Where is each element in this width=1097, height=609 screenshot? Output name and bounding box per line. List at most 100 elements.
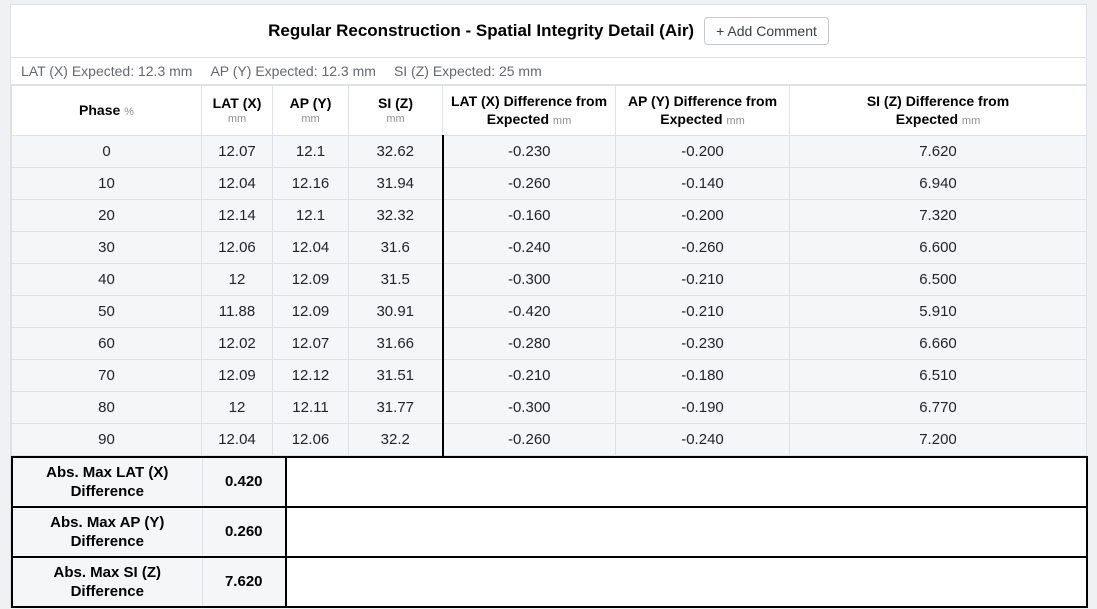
cell-ap-diff: -0.200: [615, 199, 790, 232]
col-unit: mm: [301, 113, 320, 126]
table-row: 60 12.02 12.07 31.66 -0.280 -0.230 6.660: [11, 327, 1087, 360]
cell-lat: 12: [201, 263, 273, 296]
cell-lat-diff: -0.240: [441, 231, 616, 264]
cell-ap-diff: -0.210: [615, 295, 790, 328]
cell-phase: 80: [11, 391, 202, 424]
cell-si-diff: 6.600: [789, 231, 1087, 264]
cell-si: 31.66: [348, 327, 443, 360]
cell-si: 32.2: [348, 423, 443, 456]
cell-lat-diff: -0.300: [441, 263, 616, 296]
col-label-line2: Expected mm: [446, 110, 612, 128]
summary-label-line2: Difference: [70, 483, 144, 500]
cell-lat: 12.09: [201, 359, 273, 392]
cell-si-diff: 6.660: [789, 327, 1087, 360]
cell-lat-diff: -0.260: [441, 423, 616, 456]
cell-lat: 12: [201, 391, 273, 424]
cell-si: 31.77: [348, 391, 443, 424]
cell-si-diff: 7.320: [789, 199, 1087, 232]
cell-ap: 12.04: [272, 231, 349, 264]
summary-table: Abs. Max LAT (X) Difference 0.420 Abs. Max …: [11, 456, 1088, 608]
summary-label: Abs. Max AP (Y) Difference: [11, 506, 203, 558]
col-label-line1: AP (Y) Difference from: [627, 93, 778, 110]
summary-label-line2: Difference: [70, 533, 144, 550]
col-label: Expected: [486, 111, 550, 128]
cell-si: 32.32: [348, 199, 443, 232]
col-label: AP (Y): [289, 95, 332, 112]
cell-phase: 40: [11, 263, 202, 296]
summary-label: Abs. Max SI (Z) Difference: [11, 556, 203, 608]
cell-ap-diff: -0.190: [615, 391, 790, 424]
col-header-phase: Phase %: [11, 85, 202, 136]
col-unit: mm: [227, 113, 247, 126]
header-row: Phase % LAT (X) mm AP (Y) mm SI (Z) mm LAT (X) …: [11, 85, 1087, 136]
cell-ap-diff: -0.240: [615, 423, 790, 456]
cell-si-diff: 6.510: [789, 359, 1087, 392]
col-header-ap-diff: AP (Y) Difference from Expected mm: [615, 85, 790, 136]
col-label: Phase: [79, 102, 121, 119]
cell-si-diff: 6.500: [789, 263, 1087, 296]
cell-si: 32.62: [348, 135, 443, 168]
cell-phase: 90: [11, 423, 202, 456]
summary-label-line1: Abs. Max LAT (X): [46, 463, 169, 481]
cell-lat: 12.04: [201, 167, 273, 200]
table-row: 0 12.07 12.1 32.62 -0.230 -0.200 7.620: [11, 135, 1087, 168]
cell-lat: 12.07: [201, 135, 273, 168]
cell-ap: 12.12: [272, 359, 349, 392]
report-card: Regular Reconstruction - Spatial Integri…: [10, 4, 1088, 608]
col-label: LAT (X): [212, 95, 262, 112]
cell-ap: 12.1: [272, 199, 349, 232]
col-unit: mm: [552, 115, 572, 128]
col-header-ap: AP (Y) mm: [272, 85, 349, 136]
cell-si: 31.94: [348, 167, 443, 200]
spatial-integrity-table: Phase % LAT (X) mm AP (Y) mm SI (Z) mm LAT (X) …: [11, 85, 1087, 456]
cell-si: 31.51: [348, 359, 443, 392]
table-row: 30 12.06 12.04 31.6 -0.240 -0.260 6.600: [11, 231, 1087, 264]
cell-lat: 12.06: [201, 231, 273, 264]
title-bar: Regular Reconstruction - Spatial Integri…: [11, 5, 1086, 58]
table-row: 90 12.04 12.06 32.2 -0.260 -0.240 7.200: [11, 423, 1087, 456]
col-label-line2: Expected mm: [793, 110, 1083, 128]
cell-ap: 12.11: [272, 391, 349, 424]
col-unit: mm: [961, 115, 981, 128]
summary-label-line1: Abs. Max AP (Y): [50, 513, 165, 531]
summary-value: 0.260: [201, 506, 287, 558]
col-unit: mm: [386, 113, 405, 126]
cell-lat-diff: -0.260: [441, 167, 616, 200]
cell-si-diff: 6.940: [789, 167, 1087, 200]
col-header-si-diff: SI (Z) Difference from Expected mm: [789, 85, 1087, 136]
cell-lat-diff: -0.160: [441, 199, 616, 232]
summary-label-line1: Abs. Max SI (Z): [53, 563, 161, 581]
cell-lat: 12.04: [201, 423, 273, 456]
cell-lat-diff: -0.210: [441, 359, 616, 392]
add-comment-button[interactable]: + Add Comment: [704, 16, 829, 46]
summary-empty-cell: [285, 506, 1088, 558]
summary-value: 0.420: [201, 456, 287, 508]
summary-value: 7.620: [201, 556, 287, 608]
cell-phase: 50: [11, 295, 202, 328]
cell-ap: 12.1: [272, 135, 349, 168]
col-unit: %: [124, 106, 134, 119]
cell-lat: 11.88: [201, 295, 273, 328]
summary-label: Abs. Max LAT (X) Difference: [11, 456, 203, 508]
cell-ap: 12.16: [272, 167, 349, 200]
cell-ap: 12.09: [272, 295, 349, 328]
col-unit: mm: [726, 115, 745, 128]
cell-si: 31.6: [348, 231, 443, 264]
expected-si: SI (Z) Expected: 25 mm: [393, 63, 542, 79]
col-label: SI (Z): [378, 95, 413, 112]
table-row: 40 12 12.09 31.5 -0.300 -0.210 6.500: [11, 263, 1087, 296]
cell-si-diff: 5.910: [789, 295, 1087, 328]
table-row: 80 12 12.11 31.77 -0.300 -0.190 6.770: [11, 391, 1087, 424]
table-row: 10 12.04 12.16 31.94 -0.260 -0.140 6.940: [11, 167, 1087, 200]
summary-row-lat-max: Abs. Max LAT (X) Difference 0.420: [11, 456, 1088, 508]
cell-ap-diff: -0.260: [615, 231, 790, 264]
cell-phase: 10: [11, 167, 202, 200]
summary-label-line2: Difference: [70, 583, 144, 600]
cell-lat: 12.02: [201, 327, 273, 360]
col-header-lat: LAT (X) mm: [201, 85, 273, 136]
expected-lat: LAT (X) Expected: 12.3 mm: [21, 63, 193, 79]
cell-ap-diff: -0.140: [615, 167, 790, 200]
cell-si-diff: 7.620: [789, 135, 1087, 168]
col-label-line1: LAT (X) Difference from: [450, 93, 608, 110]
summary-row-ap-max: Abs. Max AP (Y) Difference 0.260: [11, 506, 1088, 558]
